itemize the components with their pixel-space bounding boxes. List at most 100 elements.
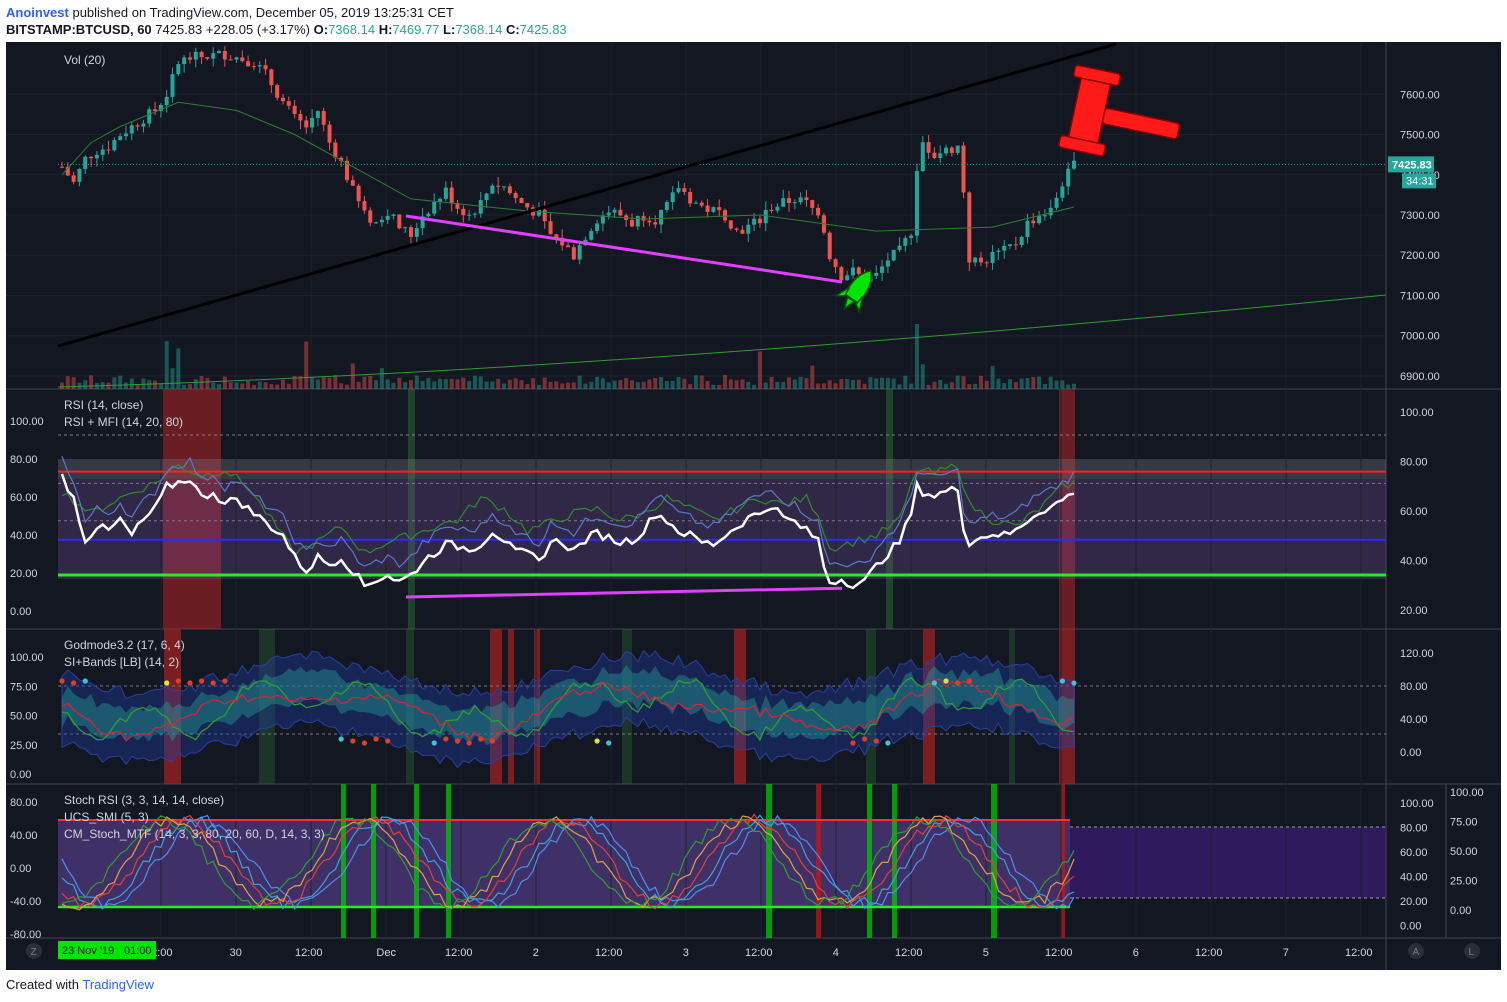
volume-bar <box>635 382 640 389</box>
trendline-magenta-price <box>405 214 843 284</box>
godmode-dot <box>175 678 181 684</box>
candle-body <box>118 136 123 141</box>
candle-body <box>170 74 175 97</box>
price-axis-tick: 6900.00 <box>1400 371 1440 383</box>
stoch-green-signal <box>991 784 997 938</box>
godmode-dot <box>431 740 437 746</box>
candle-body <box>374 222 379 224</box>
cm-stoch-label: CM_Stoch_MTF (14, 3, 3, 80, 20, 60, D, 1… <box>64 827 325 841</box>
stoch-band-fill <box>58 820 1070 907</box>
volume-bar <box>1048 376 1053 389</box>
volume-bar <box>891 378 896 389</box>
candle-body <box>944 147 949 154</box>
volume-bar <box>496 378 501 389</box>
volume-bar <box>467 381 472 389</box>
rocket-icon <box>834 269 873 314</box>
volume-bar <box>310 376 315 389</box>
candle-body <box>600 215 605 224</box>
volume-bar <box>880 377 885 389</box>
volume-bar <box>478 376 483 389</box>
zoom-button[interactable] <box>26 943 42 959</box>
candle-body <box>827 232 832 260</box>
candle-body <box>909 235 914 238</box>
si-bands-label: SI+Bands [LB] (14, 2) <box>64 655 179 669</box>
candle-body <box>1019 236 1024 245</box>
time-axis-label: 6 <box>1133 947 1139 959</box>
volume-bar <box>746 381 751 389</box>
author-link[interactable]: Anoinvest <box>6 5 69 20</box>
volume-bar <box>374 380 379 389</box>
volume-bar <box>914 324 919 389</box>
stoch-left-tick: 40.00 <box>10 830 38 842</box>
godmode-left-tick: 50.00 <box>10 711 38 723</box>
stoch-left-tick: -80.00 <box>10 929 41 941</box>
auto-scale-button[interactable] <box>1408 943 1424 959</box>
price-axis-tick: 7200.00 <box>1400 250 1440 262</box>
time-axis-label: 12:00 <box>1345 947 1373 959</box>
volume-bar <box>1008 379 1013 389</box>
candle-body <box>932 152 937 158</box>
stoch-right-tick: 60.00 <box>1400 847 1428 859</box>
candle-body <box>187 57 192 60</box>
volume-bar <box>438 378 443 389</box>
gavel-handle <box>1101 107 1181 140</box>
log-scale-button[interactable] <box>1464 943 1480 959</box>
candle-body <box>984 262 989 264</box>
time-axis-label: 2 <box>533 947 539 959</box>
rsi-smooth-line <box>61 456 1075 569</box>
godmode-signal-zone <box>734 629 746 784</box>
candle-body <box>664 202 669 210</box>
godmode-right-tick: 120.00 <box>1400 648 1434 660</box>
godmode-right-tick: 0.00 <box>1400 747 1421 759</box>
countdown-tag-bg <box>1402 173 1436 189</box>
candle-body <box>222 50 227 60</box>
cursor-date: 23 Nov '19 <box>62 945 114 957</box>
volume-bar <box>949 382 954 389</box>
volume-bar <box>996 378 1001 389</box>
volume-bar <box>600 378 605 389</box>
volume-bar <box>519 380 524 389</box>
volume-bar <box>682 378 687 389</box>
volume-bar <box>711 384 716 389</box>
candle-body <box>752 218 757 225</box>
price-axis-tick: 7300.00 <box>1400 210 1440 222</box>
candle-body <box>938 153 943 158</box>
stoch-green-signal <box>341 784 346 938</box>
footer: Created with TradingView <box>6 977 154 992</box>
rsi-overbought-zone <box>1059 389 1075 629</box>
candle-body <box>816 207 821 216</box>
candle-body <box>920 142 925 172</box>
ohlc-line: BITSTAMP:BTCUSD, 60 7425.83 +228.05 (+3.… <box>6 22 567 37</box>
volume-bar <box>391 382 396 389</box>
chart-canvas[interactable]: 7600.007500.007400.007300.007200.007100.… <box>6 42 1501 970</box>
rsi-right-tick: 60.00 <box>1400 506 1428 518</box>
candle-body <box>263 65 268 70</box>
candle-body <box>723 210 728 221</box>
candle-body <box>589 231 594 240</box>
volume-bar <box>990 366 995 389</box>
volume-bar <box>868 377 873 389</box>
symbol-label: BITSTAMP:BTCUSD, 60 <box>6 22 152 37</box>
godmode-green-line <box>61 676 1075 742</box>
countdown-tag: 34:31 <box>1406 175 1434 187</box>
stoch-green-signal <box>892 784 897 938</box>
rsi-oversold-zone <box>886 389 893 629</box>
volume-bar <box>1013 382 1018 389</box>
godmode-dot <box>222 678 228 684</box>
stoch-right-tick: 40.00 <box>1400 872 1428 884</box>
tradingview-logo[interactable]: TradingView <box>82 977 154 992</box>
godmode-dot <box>82 678 88 684</box>
volume-bar <box>1002 383 1007 389</box>
godmode-signal-zone <box>164 629 181 784</box>
candle-body <box>856 267 861 274</box>
candle-body <box>903 237 908 246</box>
candle-body <box>100 149 105 155</box>
last-price-tag: 7425.83 <box>1392 159 1432 171</box>
volume-bar <box>903 375 908 389</box>
gavel-icon <box>1058 64 1181 157</box>
volume-bar <box>763 382 768 389</box>
rsi-right-tick: 20.00 <box>1400 605 1428 617</box>
candle-body <box>217 50 222 54</box>
volume-ma-line <box>57 294 1387 388</box>
last-price: 7425.83 <box>155 22 203 37</box>
